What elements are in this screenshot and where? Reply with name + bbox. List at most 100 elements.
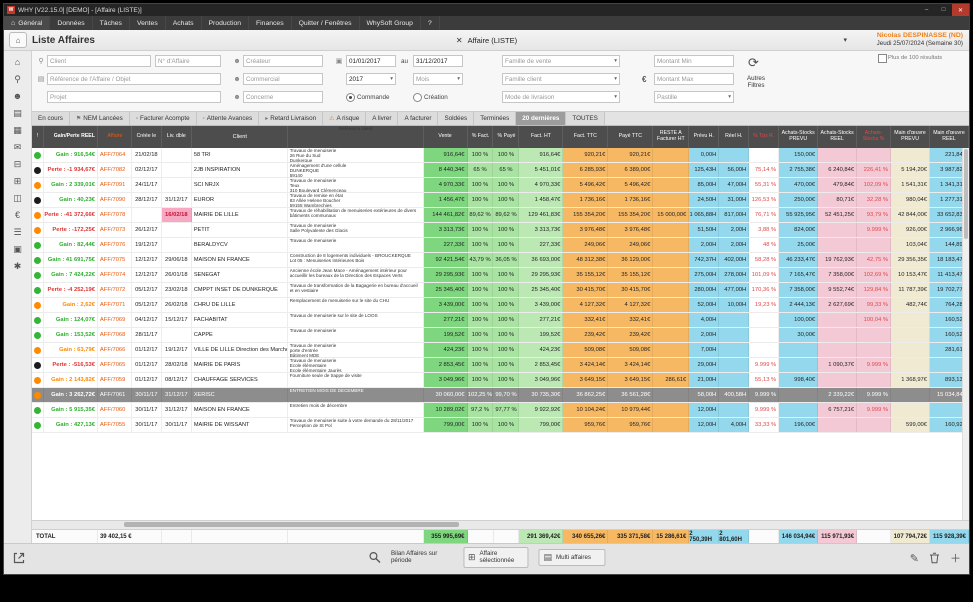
famille-client-select[interactable]: Famille client ▾ <box>502 73 620 85</box>
table-row[interactable]: Gain : 2,62€ AFF/7071 05/12/17 26/02/18 CHRU… <box>32 298 969 313</box>
horizontal-scrollbar-thumb[interactable] <box>124 522 459 527</box>
sidebar-print-icon[interactable]: ▣ <box>13 243 22 254</box>
multi-affaires-button[interactable]: ▤ Multi affaires <box>538 548 606 566</box>
horizontal-scrollbar[interactable] <box>32 520 969 529</box>
column-header[interactable]: Vente <box>423 126 468 148</box>
column-header[interactable]: Client <box>191 126 288 148</box>
commercial-input[interactable] <box>243 73 323 85</box>
sidebar-home-icon[interactable]: ⌂ <box>14 57 21 67</box>
column-header[interactable]: Achats-Stocks REEL <box>818 126 858 148</box>
column-header[interactable]: Gain/Perte REEL <box>43 126 98 148</box>
sidebar-list-icon[interactable]: ☰ <box>13 226 22 237</box>
clear-context-icon[interactable]: ✕ <box>455 35 463 45</box>
sidebar-mail-icon[interactable]: ✉ <box>13 141 22 152</box>
table-row[interactable]: Gain : 82,44€ AFF/7076 19/12/17 BERALDYCV Tr… <box>32 238 969 253</box>
column-header[interactable]: ! <box>32 126 44 148</box>
home-icon[interactable]: ⌂ <box>9 32 27 48</box>
export-button[interactable] <box>12 551 26 570</box>
menu-item-donn-es[interactable]: Données <box>50 16 93 30</box>
menu-item-production[interactable]: Production <box>202 16 250 30</box>
column-header[interactable]: % Payé <box>493 126 520 148</box>
affaire-link[interactable]: AFF/7072 <box>98 283 132 297</box>
table-row[interactable]: Perte : -516,53€ AFF/7065 01/12/17 28/02/18… <box>32 358 969 373</box>
menu-item-t-ches[interactable]: Tâches <box>93 16 130 30</box>
affaire-link[interactable]: AFF/7061 <box>97 388 132 402</box>
sidebar-settings-icon[interactable]: ✱ <box>13 260 22 271</box>
table-row[interactable]: Perte : -41 372,66€ AFF/7078 16/02/18 MAIRI… <box>32 208 969 223</box>
montant-max-input[interactable] <box>654 73 734 85</box>
sidebar-grid-icon[interactable]: ⊞ <box>13 175 22 186</box>
table-row[interactable]: Gain : 7 424,22€ AFF/7074 12/12/17 26/01/18… <box>32 268 969 283</box>
tab-termin-es[interactable]: Terminées <box>474 112 517 125</box>
date-to-input[interactable] <box>413 55 463 67</box>
column-header[interactable]: % Tps R. <box>749 126 780 148</box>
magnifier-icon[interactable] <box>368 551 381 564</box>
table-row[interactable]: Gain : 2 143,82€ AFF/7059 01/12/17 08/12/17… <box>32 373 969 388</box>
radio-commande[interactable] <box>346 93 355 102</box>
column-header[interactable]: % Fact. <box>467 126 494 148</box>
sidebar-clipboard-icon[interactable]: ▤ <box>13 107 22 118</box>
sidebar-user-icon[interactable]: ☻ <box>12 91 23 101</box>
menu-item-finances[interactable]: Finances <box>249 16 292 30</box>
table-row[interactable]: Perte : -172,25€ AFF/7073 26/12/17 PETIT Tra… <box>32 223 969 238</box>
menu-item-g-n-ral[interactable]: ⌂ Général <box>4 16 51 30</box>
affaire-link[interactable]: AFF/7069 <box>98 313 132 327</box>
projet-input[interactable] <box>47 91 221 103</box>
tab-nem-lanc-es[interactable]: ⚑ NEM Lancées <box>69 112 130 125</box>
affaire-number-input[interactable] <box>155 55 221 67</box>
column-header[interactable]: Main d'œuvre REEL <box>930 126 969 148</box>
minimize-icon[interactable]: – <box>924 7 929 13</box>
tab-retard-livraison[interactable]: ▸ Retard Livraison <box>259 112 324 125</box>
affaire-selectionnee-button[interactable]: ⊞ Affaire sélectionnée <box>462 547 529 568</box>
maximize-icon[interactable]: □ <box>941 7 946 13</box>
column-header[interactable]: Fact. TTC <box>563 126 609 148</box>
refresh-icon[interactable]: ⟳ <box>748 55 759 70</box>
table-row[interactable]: Perte : -1 934,67€ AFF/7082 02/12/17 2JB IN… <box>32 163 969 178</box>
mode-livraison-select[interactable]: Mode de livraison ▾ <box>502 91 620 103</box>
vertical-scrollbar[interactable] <box>962 148 969 520</box>
column-header[interactable]: Affaire <box>97 126 132 148</box>
tab-en-cours[interactable]: En cours <box>32 112 70 125</box>
column-header[interactable]: Réel H. <box>719 126 750 148</box>
affaire-link[interactable]: AFF/7064 <box>98 148 132 162</box>
table-row[interactable]: Gain : 153,52€ AFF/7068 28/11/17 CAPPE Trava… <box>32 328 969 343</box>
column-header[interactable]: Payé TTC <box>608 126 654 148</box>
affaire-link[interactable]: AFF/7059 <box>98 373 132 387</box>
pastille-select[interactable]: Pastille ▾ <box>654 91 734 103</box>
menu-item-[interactable]: ? <box>421 16 440 30</box>
column-header[interactable]: RESTE A Facturer HT <box>653 126 690 148</box>
menu-item-achats[interactable]: Achats <box>166 16 202 30</box>
affaire-link[interactable]: AFF/7078 <box>98 208 132 222</box>
menu-item-quitter-fen-tres[interactable]: Quitter / Fenêtres <box>292 16 360 30</box>
menu-item-ventes[interactable]: Ventes <box>130 16 166 30</box>
column-header[interactable]: Référence client <box>287 126 424 148</box>
date-from-input[interactable] <box>346 55 396 67</box>
affaire-link[interactable]: AFF/7091 <box>98 178 132 192</box>
table-row[interactable]: Gain : 916,54€ AFF/7064 21/02/18 58 TRI Trav… <box>32 148 969 163</box>
affaire-link[interactable]: AFF/7055 <box>98 418 132 432</box>
affaire-link[interactable]: AFF/7082 <box>98 163 132 177</box>
affaire-link[interactable]: AFF/7075 <box>98 253 132 267</box>
column-header[interactable]: Main d'œuvre PREVU <box>891 126 931 148</box>
affaire-link[interactable]: AFF/7068 <box>98 328 132 342</box>
column-header[interactable]: Liv. dble <box>161 126 192 148</box>
radio-creation[interactable] <box>413 93 422 102</box>
table-row[interactable]: Gain : 40,23€ AFF/7090 28/12/17 31/12/17 EUR… <box>32 193 969 208</box>
sidebar-box-icon[interactable]: ▦ <box>13 124 22 135</box>
affaire-link[interactable]: AFF/7090 <box>98 193 132 207</box>
table-row[interactable]: Gain : 3 262,72€ AFF/7061 30/11/17 31/12/17… <box>32 388 969 403</box>
concerne-input[interactable] <box>243 91 323 103</box>
sidebar-chart-icon[interactable]: ◫ <box>13 192 22 203</box>
column-header[interactable]: Prévu H. <box>689 126 720 148</box>
createur-input[interactable] <box>243 55 323 67</box>
tab-a-facturer[interactable]: A facturer <box>398 112 439 125</box>
sidebar-search-icon[interactable]: ⚲ <box>14 73 21 84</box>
menu-item-whysoft-group[interactable]: WhySoft Group <box>360 16 421 30</box>
trash-icon[interactable] <box>929 552 940 564</box>
affaire-link[interactable]: AFF/7071 <box>98 298 132 312</box>
affaire-link[interactable]: AFF/7074 <box>98 268 132 282</box>
sidebar-euro-icon[interactable]: € <box>14 210 20 220</box>
close-icon[interactable]: ✕ <box>952 4 969 16</box>
edit-pencil-icon[interactable]: ✎ <box>909 552 919 565</box>
table-row[interactable]: Gain : 63,79€ AFF/7066 01/12/17 19/12/17 VIL… <box>32 343 969 358</box>
